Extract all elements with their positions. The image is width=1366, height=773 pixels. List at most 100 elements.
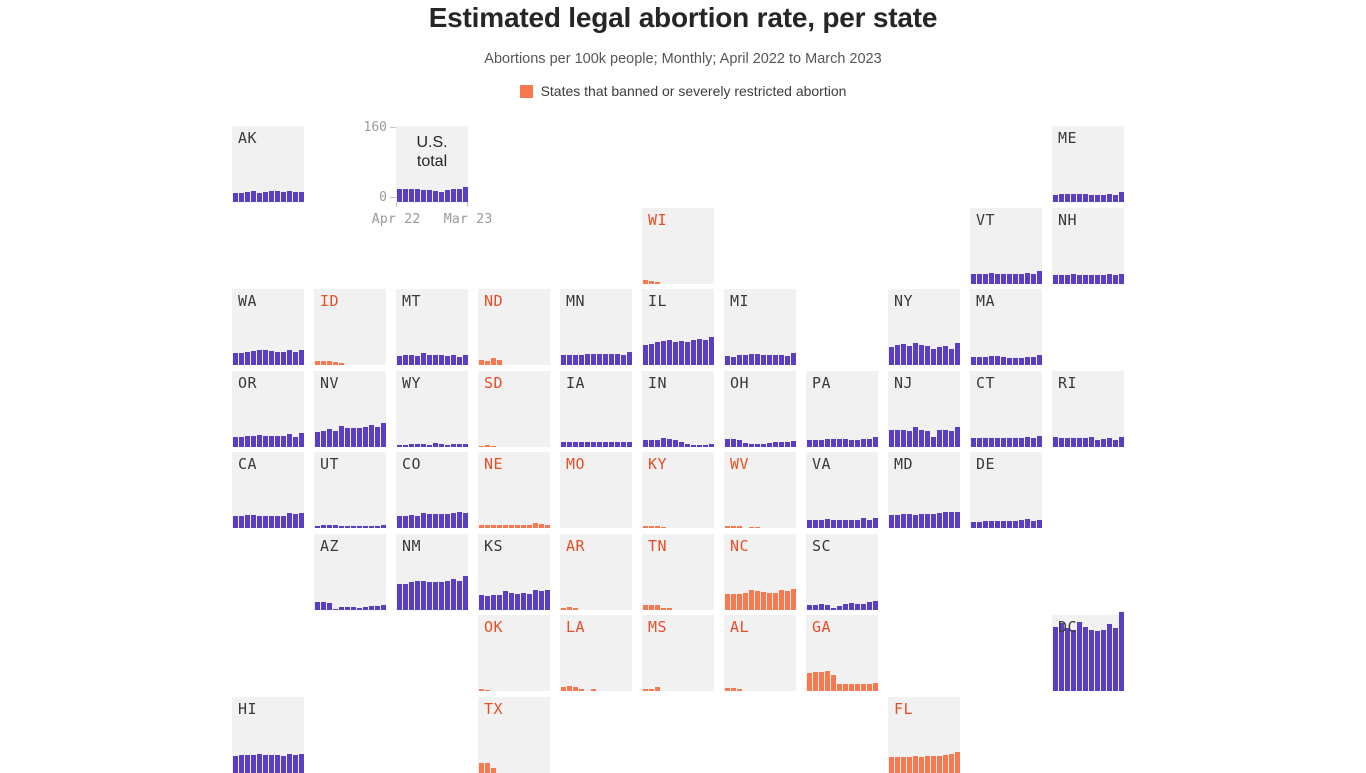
state-label: MI: [730, 292, 750, 310]
bar: [396, 444, 402, 447]
bar: [602, 354, 608, 365]
bar: [238, 192, 244, 202]
state-label: SD: [484, 373, 504, 392]
bar: [508, 593, 514, 610]
bar: [496, 525, 502, 528]
bar: [602, 441, 608, 447]
bar: [362, 526, 368, 528]
bar: [988, 356, 994, 365]
bar: [544, 524, 550, 528]
us-total-label: U.S. total: [416, 134, 448, 171]
state-tile-ut: UT: [314, 452, 386, 528]
bar: [1100, 194, 1106, 202]
bar-series: [888, 426, 960, 447]
state-tile-ms: MS: [642, 615, 714, 691]
bar: [1058, 438, 1064, 447]
bar: [806, 672, 812, 691]
bar: [818, 604, 824, 610]
bar: [754, 527, 760, 528]
bar: [830, 520, 836, 528]
bar: [642, 344, 648, 365]
bar: [754, 591, 760, 610]
bar: [760, 355, 766, 365]
bar: [232, 192, 238, 202]
bar: [690, 340, 696, 365]
bar: [456, 444, 462, 447]
bar: [982, 437, 988, 447]
bar: [508, 524, 514, 528]
bar-series: [806, 600, 878, 610]
bar: [736, 594, 742, 610]
bar-series: [642, 438, 714, 447]
bar: [490, 595, 496, 610]
bar-series: [560, 607, 632, 610]
bar: [1094, 631, 1100, 691]
bar: [232, 436, 238, 447]
state-tile-nh: NH: [1052, 207, 1124, 284]
bar: [1094, 439, 1100, 447]
bar: [332, 361, 338, 365]
state-tile-nj: NJ: [888, 370, 960, 447]
state-tile-sc: SC: [806, 533, 878, 610]
bar: [730, 439, 736, 447]
bar: [654, 281, 660, 284]
bar: [660, 341, 666, 365]
bar: [918, 429, 924, 447]
bar: [1052, 626, 1058, 691]
bar: [344, 428, 350, 447]
bar: [866, 601, 872, 610]
bar: [1070, 193, 1076, 202]
bar: [438, 582, 444, 610]
bar: [1012, 520, 1018, 528]
bar: [262, 754, 268, 773]
bar: [478, 688, 484, 691]
state-tile-ct: CT: [970, 370, 1042, 447]
bar: [292, 513, 298, 528]
bar-series: [970, 435, 1042, 447]
bar: [900, 757, 906, 773]
state-label: AZ: [320, 536, 340, 555]
bar: [414, 444, 420, 447]
bar: [836, 605, 842, 610]
bar: [286, 434, 292, 447]
state-label: GA: [812, 618, 832, 636]
bar: [842, 603, 848, 610]
bar: [614, 441, 620, 447]
bar: [860, 603, 866, 610]
state-tile-il: IL: [642, 289, 714, 365]
state-tile-al: AL: [724, 615, 796, 691]
bar: [280, 192, 286, 202]
bar: [420, 353, 426, 365]
bar: [678, 341, 684, 365]
bar-series: [314, 524, 386, 528]
bar: [994, 521, 1000, 528]
bar: [520, 592, 526, 610]
bar: [708, 444, 714, 447]
bar: [836, 520, 842, 528]
bar: [654, 605, 660, 610]
state-label: KS: [484, 536, 504, 555]
bar: [724, 526, 730, 528]
bar: [362, 606, 368, 610]
bar: [596, 354, 602, 365]
bar: [894, 514, 900, 528]
bar: [824, 518, 830, 528]
bar: [1006, 357, 1012, 365]
bar: [1018, 357, 1024, 365]
bar: [262, 192, 268, 202]
bar: [608, 441, 614, 447]
bar: [450, 579, 456, 610]
bar: [560, 355, 566, 365]
state-label: OH: [730, 373, 750, 392]
bar: [1100, 439, 1106, 447]
bar: [1024, 436, 1030, 447]
bar: [806, 604, 812, 610]
bar: [402, 444, 408, 447]
bar: [930, 349, 936, 365]
bar: [954, 343, 960, 365]
bar: [666, 339, 672, 365]
bar: [1076, 622, 1082, 691]
legend-label: States that banned or severely restricte…: [540, 83, 847, 100]
bar: [572, 607, 578, 610]
bar: [350, 607, 356, 610]
